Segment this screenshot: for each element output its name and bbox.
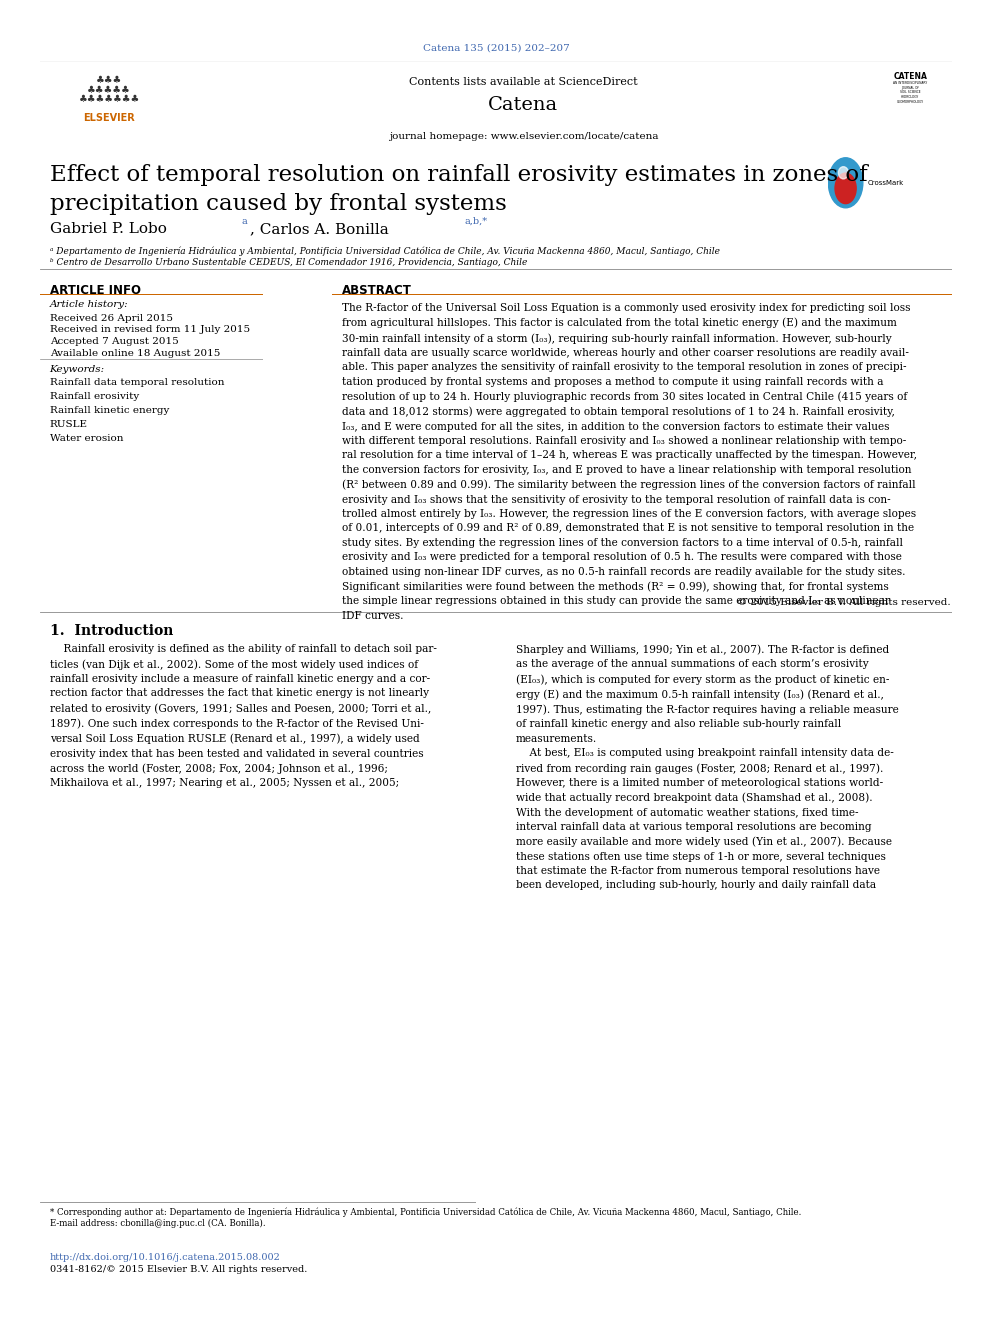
Text: ABSTRACT: ABSTRACT [342,284,412,298]
Text: Gabriel P. Lobo: Gabriel P. Lobo [50,222,172,237]
Text: ᵃ Departamento de Ingeniería Hidráulica y Ambiental, Pontificia Universidad Cató: ᵃ Departamento de Ingeniería Hidráulica … [50,246,719,255]
Text: RUSLE: RUSLE [50,419,87,429]
Text: Available online 18 August 2015: Available online 18 August 2015 [50,349,220,359]
Text: ♣♣♣
♣♣♣♣♣
♣♣♣♣♣♣♣: ♣♣♣ ♣♣♣♣♣ ♣♣♣♣♣♣♣ [78,75,140,103]
Text: 0341-8162/© 2015 Elsevier B.V. All rights reserved.: 0341-8162/© 2015 Elsevier B.V. All right… [50,1265,307,1274]
Text: CATENA: CATENA [893,71,928,81]
Text: 1.  Introduction: 1. Introduction [50,624,173,639]
Text: http://dx.doi.org/10.1016/j.catena.2015.08.002: http://dx.doi.org/10.1016/j.catena.2015.… [50,1253,281,1262]
Text: Accepted 7 August 2015: Accepted 7 August 2015 [50,337,179,347]
Text: a,b,*: a,b,* [464,217,487,226]
Text: Sharpley and Williams, 1990; Yin et al., 2007). The R-factor is defined
as the a: Sharpley and Williams, 1990; Yin et al.,… [516,644,899,890]
Text: AN INTERDISCIPLINARY
JOURNAL OF
SOIL SCIENCE
HYDROLOGY
GEOMORPHOLOGY: AN INTERDISCIPLINARY JOURNAL OF SOIL SCI… [893,81,928,103]
Ellipse shape [838,167,848,179]
Text: , Carlos A. Bonilla: , Carlos A. Bonilla [250,222,394,237]
Ellipse shape [835,173,856,204]
Text: * Corresponding author at: Departamento de Ingeniería Hidráulica y Ambiental, Po: * Corresponding author at: Departamento … [50,1208,801,1217]
Text: The R-factor of the Universal Soil Loss Equation is a commonly used erosivity in: The R-factor of the Universal Soil Loss … [342,303,918,620]
Text: Rainfall kinetic energy: Rainfall kinetic energy [50,406,169,415]
Text: Water erosion: Water erosion [50,434,123,443]
Text: E-mail address: cbonilla@ing.puc.cl (CA. Bonilla).: E-mail address: cbonilla@ing.puc.cl (CA.… [50,1218,265,1228]
Text: Effect of temporal resolution on rainfall erosivity estimates in zones of
precip: Effect of temporal resolution on rainfal… [50,164,867,214]
Text: ELSEVIER: ELSEVIER [83,114,135,123]
Text: Article history:: Article history: [50,300,128,310]
Text: journal homepage: www.elsevier.com/locate/catena: journal homepage: www.elsevier.com/locat… [389,132,658,142]
Ellipse shape [828,157,863,208]
Text: © 2015 Elsevier B.V. All rights reserved.: © 2015 Elsevier B.V. All rights reserved… [737,598,950,607]
Text: CrossMark: CrossMark [868,180,904,185]
Text: Catena 135 (2015) 202–207: Catena 135 (2015) 202–207 [423,44,569,53]
Text: ᵇ Centro de Desarrollo Urbano Sustentable CEDEUS, El Comendador 1916, Providenci: ᵇ Centro de Desarrollo Urbano Sustentabl… [50,258,527,267]
Text: a: a [241,217,247,226]
Text: Rainfall erosivity is defined as the ability of rainfall to detach soil par-
tic: Rainfall erosivity is defined as the abi… [50,644,436,789]
Text: Contents lists available at ScienceDirect: Contents lists available at ScienceDirec… [409,77,638,87]
Text: Received 26 April 2015: Received 26 April 2015 [50,314,173,323]
Text: Received in revised form 11 July 2015: Received in revised form 11 July 2015 [50,325,250,335]
Text: Keywords:: Keywords: [50,365,105,374]
Text: ARTICLE INFO: ARTICLE INFO [50,284,141,298]
Text: Rainfall data temporal resolution: Rainfall data temporal resolution [50,378,224,388]
Text: Catena: Catena [488,95,558,114]
Text: Rainfall erosivity: Rainfall erosivity [50,392,139,401]
